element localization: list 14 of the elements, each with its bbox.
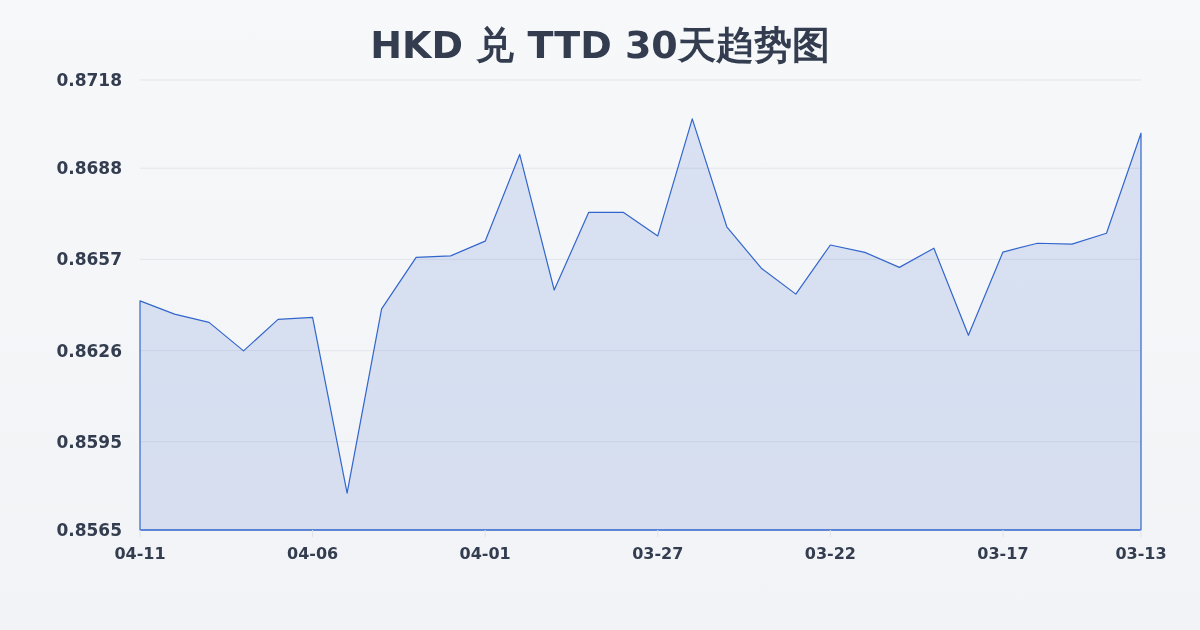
x-tick-label: 03-27 <box>632 544 684 563</box>
y-tick-label: 0.8718 <box>56 69 122 90</box>
y-tick-label: 0.8688 <box>56 158 122 179</box>
y-tick-label: 0.8565 <box>56 519 122 540</box>
x-tick-label: 04-06 <box>287 544 339 563</box>
y-tick-label: 0.8657 <box>56 249 122 270</box>
chart-title: HKD 兑 TTD 30天趋势图 <box>370 23 830 67</box>
x-tick-label: 03-22 <box>804 544 856 563</box>
x-tick-label: 04-11 <box>114 544 166 563</box>
x-tick-label: 04-01 <box>459 544 511 563</box>
y-tick-label: 0.8595 <box>56 431 122 452</box>
x-tick-label: 03-17 <box>977 544 1029 563</box>
y-tick-label: 0.8626 <box>56 340 122 361</box>
x-tick-label: 03-13 <box>1115 544 1167 563</box>
